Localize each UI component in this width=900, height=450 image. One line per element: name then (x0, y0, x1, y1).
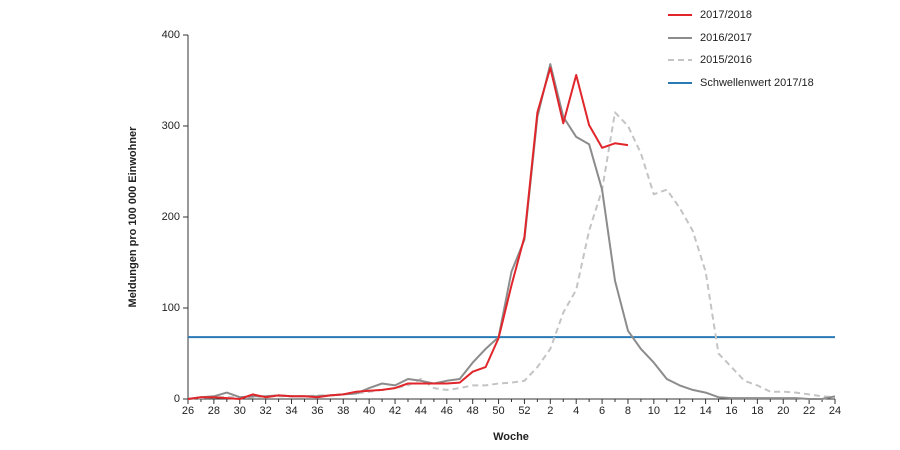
x-tick-label: 28 (208, 405, 220, 417)
x-tick-label: 6 (599, 405, 605, 417)
x-tick-label: 30 (234, 405, 246, 417)
x-tick-label: 16 (725, 405, 737, 417)
x-axis-title: Woche (493, 431, 529, 443)
y-tick-label: 200 (162, 211, 180, 223)
x-tick-label: 38 (337, 405, 349, 417)
series-line (187, 111, 836, 400)
x-tick-label: 10 (648, 405, 660, 417)
x-tick-label: 2 (547, 405, 553, 417)
x-tick-label: 48 (467, 405, 479, 417)
x-tick-label: 34 (285, 405, 297, 417)
legend-label: 2016/2017 (700, 32, 752, 44)
series-line (187, 66, 629, 400)
y-tick-label: 100 (162, 302, 180, 314)
x-tick-label: 24 (829, 405, 841, 417)
x-tick-label: 44 (415, 405, 427, 417)
x-tick-label: 20 (777, 405, 789, 417)
y-axis-title: Meldungen pro 100 000 Einwohner (127, 126, 139, 308)
x-tick-label: 40 (363, 405, 375, 417)
legend-label: 2017/2018 (700, 9, 752, 21)
series-line (187, 63, 836, 400)
x-tick-label: 14 (699, 405, 711, 417)
legend-label: 2015/2016 (700, 54, 752, 66)
x-tick-label: 4 (573, 405, 579, 417)
x-tick-label: 12 (674, 405, 686, 417)
x-tick-label: 8 (625, 405, 631, 417)
x-tick-label: 18 (751, 405, 763, 417)
x-tick-label: 32 (260, 405, 272, 417)
x-tick-label: 42 (389, 405, 401, 417)
x-tick-label: 52 (518, 405, 530, 417)
y-tick-label: 0 (174, 393, 180, 405)
x-tick-label: 26 (182, 405, 194, 417)
y-tick-label: 400 (162, 29, 180, 41)
legend-label: Schwellenwert 2017/18 (700, 77, 814, 89)
x-tick-label: 50 (492, 405, 504, 417)
x-tick-label: 36 (311, 405, 323, 417)
x-tick-label: 46 (441, 405, 453, 417)
x-tick-label: 22 (803, 405, 815, 417)
y-tick-label: 300 (162, 120, 180, 132)
